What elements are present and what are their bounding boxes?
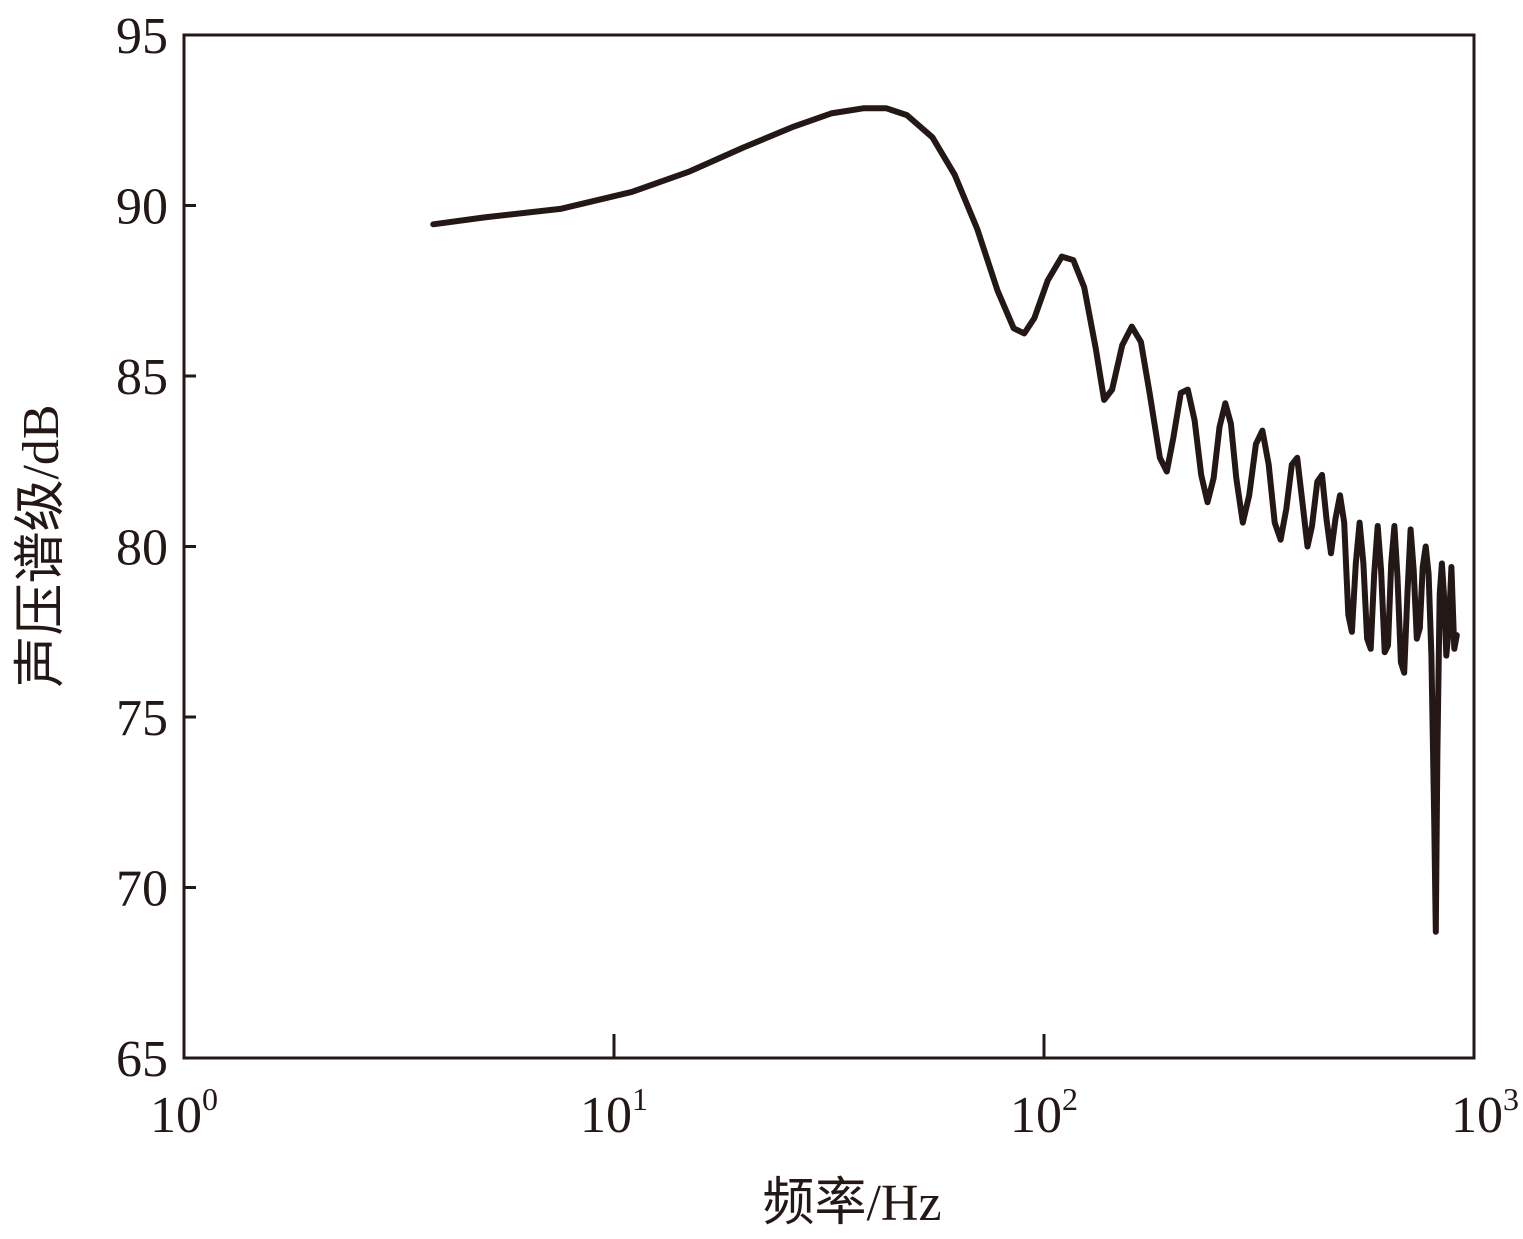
- x-tick-label: 102: [1010, 1081, 1078, 1144]
- x-tick-base: 10: [150, 1087, 202, 1144]
- plot-frame: [182, 33, 1476, 1060]
- x-tick-label: 103: [1451, 1081, 1519, 1144]
- y-axis-ticks: 65 70 75 80 85 90 95: [116, 8, 196, 1088]
- y-tick-label: 85: [116, 349, 168, 406]
- series-line: [430, 105, 1460, 935]
- x-tick-exponent: 3: [1503, 1081, 1519, 1117]
- y-tick-label: 80: [116, 520, 168, 577]
- y-axis-title: 声压谱级/dB: [13, 404, 70, 687]
- y-tick-label: 75: [116, 690, 168, 747]
- x-tick-label: 100: [150, 1081, 218, 1144]
- x-tick-base: 10: [580, 1087, 632, 1144]
- y-tick-label: 95: [116, 8, 168, 65]
- y-tick-label: 70: [116, 861, 168, 918]
- x-tick-exponent: 0: [202, 1081, 218, 1117]
- x-tick-exponent: 2: [1062, 1081, 1078, 1117]
- x-tick-exponent: 1: [632, 1081, 648, 1117]
- x-axis-ticks: 100 101 102 103: [150, 1034, 1519, 1144]
- x-axis-title: 频率/Hz: [762, 1175, 941, 1232]
- x-tick-base: 10: [1451, 1087, 1503, 1144]
- y-tick-label: 65: [116, 1031, 168, 1088]
- x-tick-base: 10: [1010, 1087, 1062, 1144]
- x-tick-label: 101: [580, 1081, 648, 1144]
- y-tick-label: 90: [116, 179, 168, 236]
